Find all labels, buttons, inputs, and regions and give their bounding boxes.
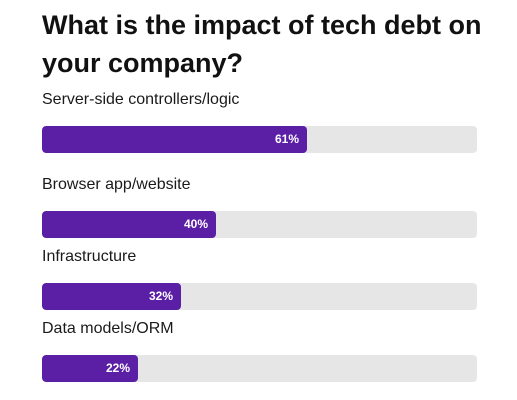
bar: 22%	[42, 355, 138, 382]
category-label: Infrastructure	[42, 248, 137, 265]
category-label: Browser app/website	[42, 176, 191, 193]
value-label: 40%	[183, 217, 208, 231]
bar-track: 32%	[42, 283, 477, 310]
value-label: 22%	[105, 361, 130, 375]
category-label: Data models/ORM	[42, 320, 174, 337]
bar: 61%	[42, 126, 307, 153]
bar-track: 22%	[42, 355, 477, 382]
bar-row: Browser app/website 40%	[42, 175, 477, 238]
value-label: 61%	[274, 132, 299, 146]
bar-row: Server-side controllers/logic 61%	[42, 90, 477, 153]
bar-track: 40%	[42, 211, 477, 238]
bar-row: Infrastructure 32%	[42, 247, 477, 310]
bar: 32%	[42, 283, 181, 310]
bar-row: Data models/ORM 22%	[42, 319, 477, 382]
bar: 40%	[42, 211, 216, 238]
chart-title: What is the impact of tech debt on your …	[42, 10, 482, 78]
bar-track: 61%	[42, 126, 477, 153]
value-label: 32%	[148, 289, 173, 303]
category-label: Server-side controllers/logic	[42, 91, 240, 108]
